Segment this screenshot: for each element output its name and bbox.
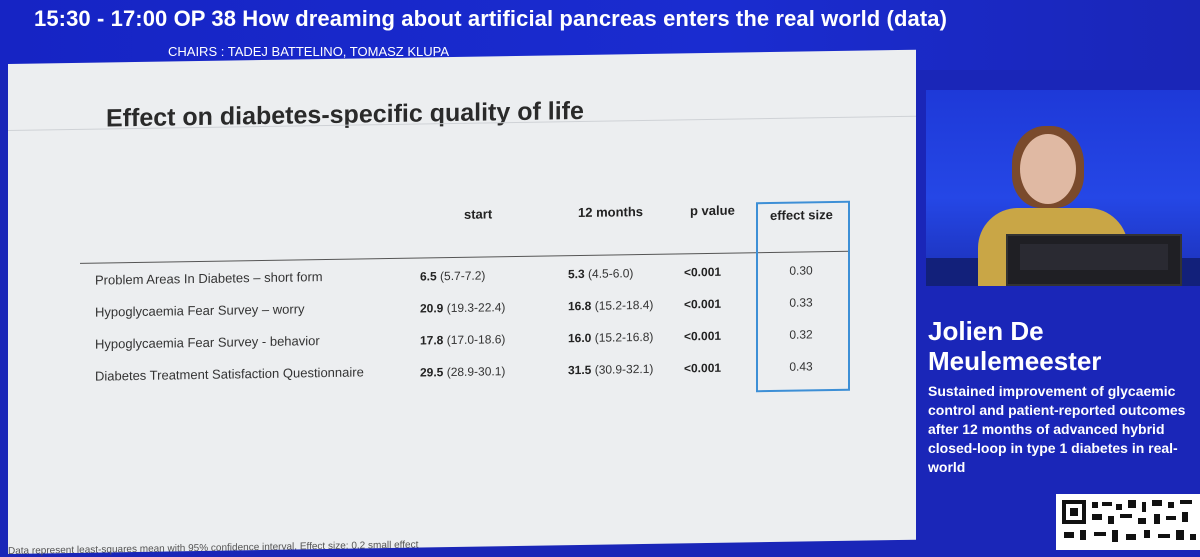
m12-ci: (4.5-6.0) (588, 266, 634, 281)
start-cell: 29.5 (28.9-30.1) (420, 364, 505, 379)
monitor-screen (1020, 244, 1168, 270)
effect-size: 0.43 (789, 359, 813, 374)
start-cell: 6.5 (5.7-7.2) (420, 269, 485, 284)
podium-monitor (1006, 234, 1182, 286)
m12-ci: (15.2-18.4) (594, 297, 654, 313)
start-cell: 20.9 (19.3-22.4) (420, 300, 505, 315)
m12-cell: 16.0 (15.2-16.8) (568, 330, 653, 345)
column-header-p-value: p value (690, 202, 735, 219)
p-value: <0.001 (684, 296, 722, 312)
m12-ci: (15.2-16.8) (594, 329, 654, 345)
session-chairs: CHAIRS : TADEJ BATTELINO, TOMASZ KLUPA (168, 44, 450, 59)
column-header-start: start (464, 206, 493, 222)
start-ci: (28.9-30.1) (446, 364, 506, 380)
column-header-12-months: 12 months (578, 204, 644, 221)
speaker-head (1020, 134, 1076, 204)
quality-of-life-table: start 12 months p value effect size Prob… (80, 200, 850, 393)
m12-ci: (30.9-32.1) (594, 361, 654, 377)
m12-value: 5.3 (568, 266, 585, 282)
measure-label: Hypoglycaemia Fear Survey - behavior (95, 333, 320, 352)
m12-cell: 16.8 (15.2-18.4) (568, 298, 653, 313)
m12-cell: 31.5 (30.9-32.1) (568, 362, 653, 377)
qr-code-icon (1056, 494, 1200, 550)
speaker-name-line1: Jolien De (928, 316, 1044, 346)
speaker-video (926, 90, 1200, 286)
m12-value: 16.0 (568, 330, 592, 346)
slide-footnote: Data represent least-squares mean with 9… (8, 539, 419, 557)
m12-value: 31.5 (568, 362, 592, 378)
measure-label: Hypoglycaemia Fear Survey – worry (95, 301, 305, 320)
p-value: <0.001 (684, 360, 722, 376)
measure-label: Diabetes Treatment Satisfaction Question… (95, 364, 364, 384)
measure-label: Problem Areas In Diabetes – short form (95, 269, 323, 288)
presentation-slide: Effect on diabetes-specific quality of l… (8, 49, 916, 557)
p-value: <0.001 (684, 328, 722, 344)
start-value: 17.8 (420, 333, 444, 348)
m12-cell: 5.3 (4.5-6.0) (568, 266, 633, 281)
speaker-name: Jolien De Meulemeester (928, 316, 1101, 376)
effect-size: 0.32 (789, 327, 813, 342)
effect-size: 0.30 (789, 263, 813, 278)
talk-title: Sustained improvement of glycaemic contr… (928, 383, 1186, 475)
start-value: 29.5 (420, 365, 444, 380)
start-ci: (5.7-7.2) (440, 268, 486, 284)
effect-size: 0.33 (789, 295, 813, 310)
start-value: 20.9 (420, 301, 444, 316)
speaker-panel: Jolien De Meulemeester Sustained improve… (922, 88, 1200, 550)
start-ci: (17.0-18.6) (446, 332, 506, 348)
start-value: 6.5 (420, 269, 437, 284)
session-title: 15:30 - 17:00 OP 38 How dreaming about a… (34, 6, 948, 31)
p-value: <0.001 (684, 264, 722, 280)
start-ci: (19.3-22.4) (446, 300, 506, 316)
m12-value: 16.8 (568, 298, 592, 314)
start-cell: 17.8 (17.0-18.6) (420, 332, 505, 347)
speaker-name-line2: Meulemeester (928, 346, 1102, 376)
